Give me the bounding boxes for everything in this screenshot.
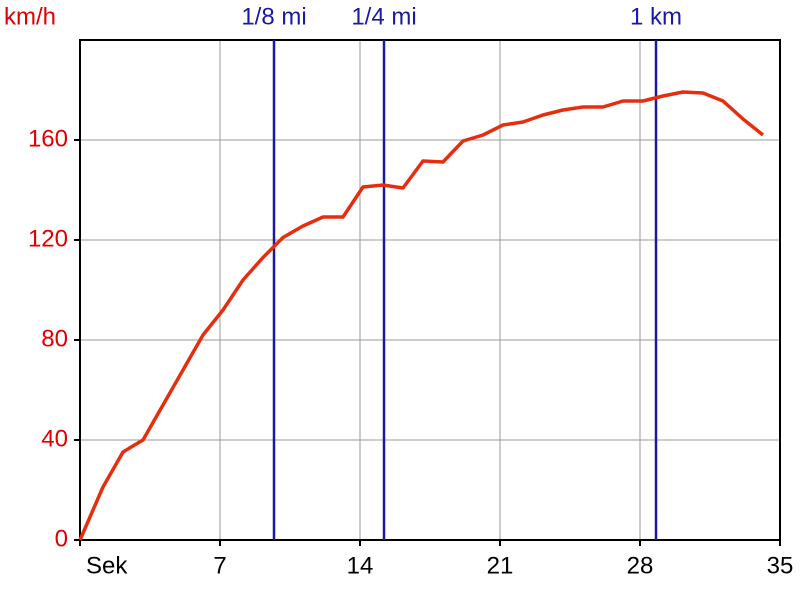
speed-line <box>78 90 765 541</box>
x-tick-label: 28 <box>627 552 654 579</box>
y-tick-label: 120 <box>28 225 68 252</box>
distance-marker-label: 1/4 mi <box>351 3 416 30</box>
y-tick-label: 40 <box>41 425 68 452</box>
x-tick-label: 7 <box>213 552 226 579</box>
y-tick-label: 80 <box>41 325 68 352</box>
plot-frame <box>79 39 781 541</box>
x-tick-label: 21 <box>487 552 514 579</box>
distance-marker-label: 1/8 mi <box>241 3 306 30</box>
x-tick-label: 35 <box>767 552 794 579</box>
y-axis-label: km/h <box>4 3 56 30</box>
x-tick-label: Sek <box>86 552 128 579</box>
y-tick-label: 160 <box>28 125 68 152</box>
x-tick-label: 14 <box>347 552 374 579</box>
y-tick-label: 0 <box>55 525 68 552</box>
distance-marker-label: 1 km <box>630 3 682 30</box>
